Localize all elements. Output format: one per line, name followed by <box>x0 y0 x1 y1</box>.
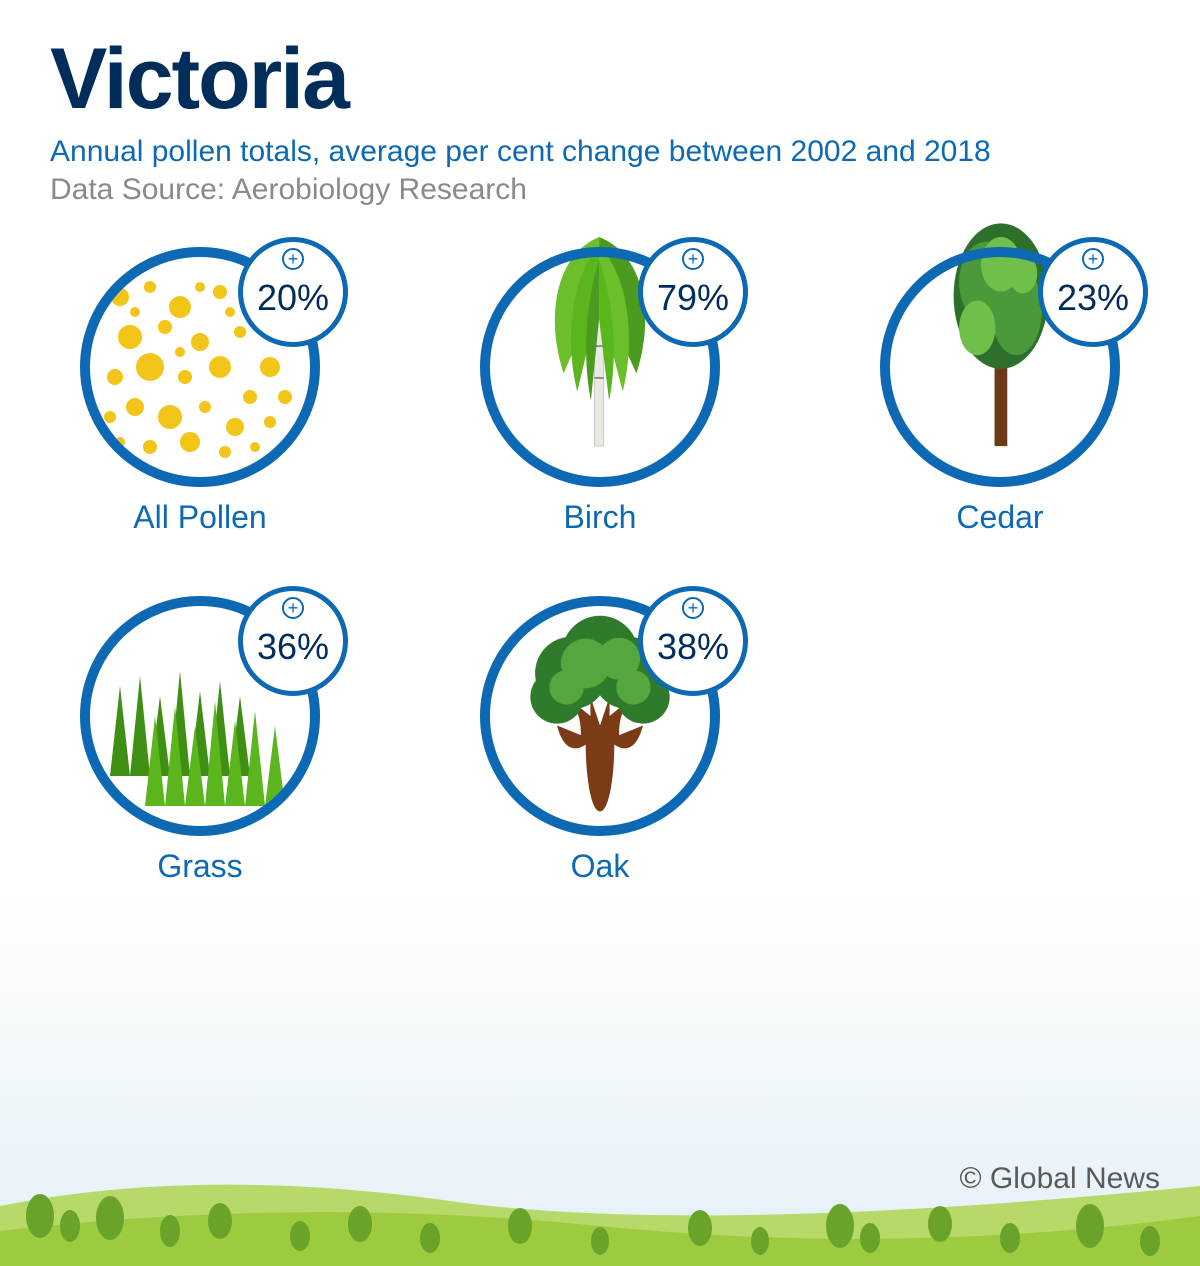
subtitle: Annual pollen totals, average per cent c… <box>50 133 1150 171</box>
credit: © Global News <box>959 1162 1160 1196</box>
card-all-pollen: + 20% All Pollen <box>60 247 340 536</box>
plus-icon: + <box>1082 248 1104 270</box>
badge-oak: + 38% <box>638 586 748 696</box>
label-cedar: Cedar <box>860 499 1140 536</box>
header: Victoria Annual pollen totals, average p… <box>0 0 1200 217</box>
pct-all-pollen: 20% <box>257 277 329 319</box>
pct-oak: 38% <box>657 626 729 668</box>
card-cedar: + 23% Cedar <box>860 247 1140 536</box>
plus-icon: + <box>682 597 704 619</box>
ring-birch: + 79% <box>480 247 720 487</box>
badge-birch: + 79% <box>638 237 748 347</box>
label-all-pollen: All Pollen <box>60 499 340 536</box>
ring-grass: + 36% <box>80 596 320 836</box>
badge-cedar: + 23% <box>1038 237 1148 347</box>
pollen-grid: + 20% All Pollen <box>0 217 1200 885</box>
badge-all-pollen: + 20% <box>238 237 348 347</box>
data-source: Data Source: Aerobiology Research <box>50 173 1150 207</box>
ring-oak: + 38% <box>480 596 720 836</box>
pct-grass: 36% <box>257 626 329 668</box>
label-birch: Birch <box>460 499 740 536</box>
card-birch: + 79% Birch <box>460 247 740 536</box>
plus-icon: + <box>282 248 304 270</box>
ring-cedar: + 23% <box>880 247 1120 487</box>
page-title: Victoria <box>50 30 1150 129</box>
label-oak: Oak <box>460 848 740 885</box>
card-grass: + 36% Grass <box>60 596 340 885</box>
plus-icon: + <box>282 597 304 619</box>
badge-grass: + 36% <box>238 586 348 696</box>
label-grass: Grass <box>60 848 340 885</box>
plus-icon: + <box>682 248 704 270</box>
ring-all-pollen: + 20% <box>80 247 320 487</box>
card-oak: + 38% Oak <box>460 596 740 885</box>
page: Victoria Annual pollen totals, average p… <box>0 0 1200 1266</box>
pct-cedar: 23% <box>1057 277 1129 319</box>
pct-birch: 79% <box>657 277 729 319</box>
